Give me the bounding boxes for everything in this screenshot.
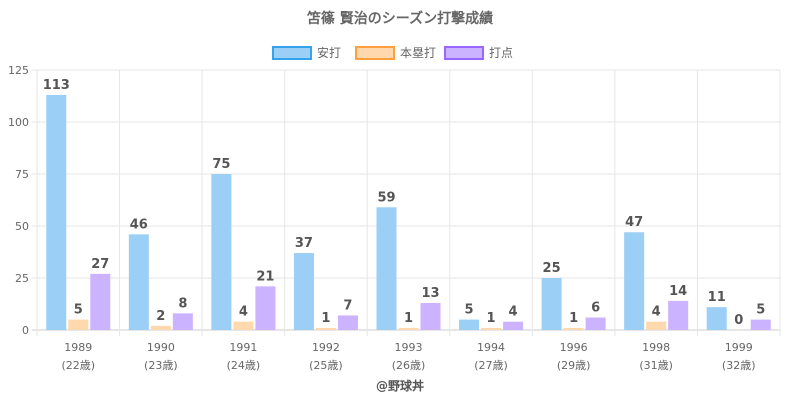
data-label-1996-安打: 25 (543, 261, 561, 276)
data-label-1998-本塁打: 4 (652, 305, 661, 320)
bar-1999-安打 (706, 307, 727, 330)
data-label-1992-本塁打: 1 (321, 311, 330, 326)
bar-1991-本塁打 (233, 321, 254, 330)
x-tick-sublabel: (32歳) (722, 359, 756, 372)
x-tick-label: 1991 (229, 341, 257, 354)
x-tick-sublabel: (23歳) (144, 359, 178, 372)
data-label-1991-安打: 75 (212, 157, 230, 172)
bar-1991-安打 (211, 174, 232, 330)
bar-1996-本塁打 (563, 327, 584, 330)
bar-1990-打点 (172, 313, 193, 330)
data-label-1999-本塁打: 0 (734, 313, 743, 328)
x-tick-sublabel: (31歳) (639, 359, 673, 372)
x-tick-sublabel: (25歳) (309, 359, 343, 372)
data-label-1992-安打: 37 (295, 236, 313, 251)
x-tick-label: 1999 (725, 341, 753, 354)
data-label-1993-本塁打: 1 (404, 311, 413, 326)
bar-1994-打点 (503, 321, 524, 330)
data-label-1999-打点: 5 (756, 303, 765, 318)
y-tick-label: 75 (15, 168, 29, 181)
x-tick-label: 1993 (395, 341, 423, 354)
grid (32, 69, 781, 336)
x-axis: 1989 (22歳) 1990 (23歳) 1991 (24歳) 1992 (25歳) 1993… (61, 341, 755, 372)
data-label-1993-打点: 13 (421, 286, 439, 301)
bar-1998-本塁打 (646, 321, 667, 330)
data-label-1994-安打: 5 (465, 303, 474, 318)
legend-swatch-本塁打 (355, 46, 395, 60)
x-tick-label: 1996 (560, 341, 588, 354)
bar-1993-安打 (376, 207, 397, 330)
data-label-1990-安打: 46 (130, 217, 148, 232)
x-tick-label: 1994 (477, 341, 505, 354)
data-label-1999-安打: 11 (708, 290, 726, 305)
data-label-1998-安打: 47 (625, 215, 643, 230)
legend[interactable]: 安打 本塁打 打点 (272, 45, 513, 60)
data-label-1994-打点: 4 (509, 305, 518, 320)
bar-1991-打点 (255, 286, 276, 330)
bar-1996-打点 (585, 317, 606, 330)
data-label-1989-打点: 27 (91, 257, 109, 272)
data-label-1989-本塁打: 5 (74, 303, 83, 318)
bar-1994-本塁打 (481, 327, 502, 330)
data-label-1996-本塁打: 1 (569, 311, 578, 326)
bar-1998-打点 (668, 300, 689, 330)
y-axis: 0 25 50 75 100 125 (8, 64, 29, 337)
legend-swatch-打点 (444, 46, 484, 60)
x-tick-label: 1989 (64, 341, 92, 354)
legend-label-本塁打: 本塁打 (400, 46, 436, 60)
bar-1992-打点 (337, 315, 358, 330)
x-tick-label: 1990 (147, 341, 175, 354)
x-tick-sublabel: (24歳) (227, 359, 261, 372)
bar-1989-打点 (90, 273, 111, 330)
x-tick-sublabel: (26歳) (392, 359, 426, 372)
x-tick-label: 1992 (312, 341, 340, 354)
bar-1998-安打 (624, 232, 645, 330)
bar-1996-安打 (541, 278, 562, 330)
x-tick-sublabel: (29歳) (557, 359, 591, 372)
data-label-1998-打点: 14 (669, 284, 687, 299)
bar-1993-打点 (420, 302, 441, 330)
bar-1990-本塁打 (150, 325, 171, 330)
bar-1989-本塁打 (68, 319, 89, 330)
data-label-1990-打点: 8 (178, 296, 187, 311)
data-label-1992-打点: 7 (343, 298, 352, 313)
y-tick-label: 125 (8, 64, 29, 77)
bar-1989-安打 (46, 94, 67, 331)
y-tick-label: 100 (8, 116, 29, 129)
footer-credit: @野球丼 (376, 378, 424, 393)
data-label-1990-本塁打: 2 (156, 309, 165, 324)
data-label-1993-安打: 59 (377, 190, 395, 205)
bar-1999-打点 (750, 319, 771, 330)
y-tick-label: 25 (15, 272, 29, 285)
legend-swatch-安打 (272, 46, 312, 60)
bar-1990-安打 (128, 234, 149, 330)
chart-title: 笘篠 賢治のシーズン打撃成績 (307, 10, 493, 27)
y-tick-label: 50 (15, 220, 29, 233)
bar-1994-安打 (459, 319, 480, 330)
bar-1993-本塁打 (398, 327, 419, 330)
y-tick-label: 0 (22, 324, 29, 337)
x-tick-sublabel: (27歳) (474, 359, 508, 372)
bar-1992-本塁打 (315, 327, 336, 330)
data-label-1994-本塁打: 1 (487, 311, 496, 326)
legend-label-打点: 打点 (489, 46, 513, 60)
data-label-1996-打点: 6 (591, 301, 600, 316)
x-tick-label: 1998 (642, 341, 670, 354)
data-label-1991-本塁打: 4 (239, 305, 248, 320)
data-label-1989-安打: 113 (43, 78, 70, 93)
data-label-1991-打点: 21 (256, 269, 274, 284)
bars (46, 94, 771, 331)
legend-label-安打: 安打 (317, 45, 341, 60)
x-tick-sublabel: (22歳) (61, 359, 95, 372)
bar-1992-安打 (293, 253, 314, 330)
